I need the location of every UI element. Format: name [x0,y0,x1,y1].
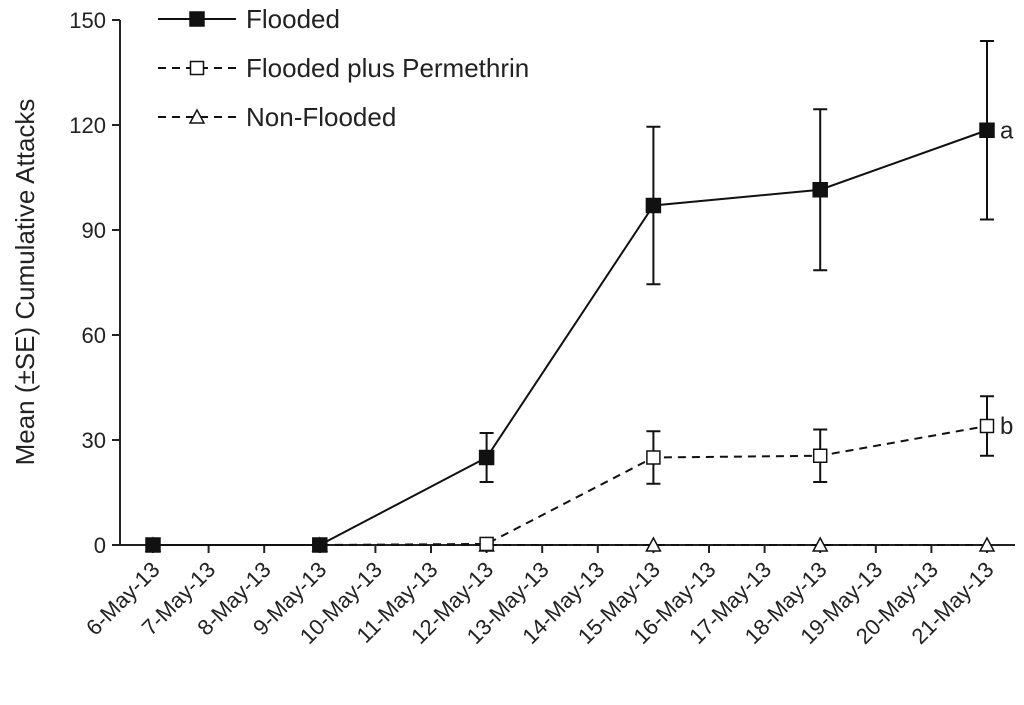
marker-square-filled [145,537,161,553]
annotations: ba [1000,117,1014,440]
y-tick-label: 60 [82,323,106,348]
marker-triangle-open [645,536,662,552]
marker-square-open [189,60,205,76]
significance-label: b [1000,413,1013,440]
error-bars [479,40,994,485]
significance-label: a [1000,117,1014,144]
series-line [153,129,988,546]
marker-square-filled [312,537,328,553]
marker-square-filled [979,122,995,138]
marker-square-open [479,536,494,552]
y-tick-label: 120 [69,113,106,138]
marker-square-open [979,418,995,434]
series-lines [153,129,988,546]
marker-square-filled [645,197,662,214]
y-tick-label: 30 [82,428,106,453]
marker-triangle-open [811,536,829,552]
legend-label: Non-Flooded [246,102,396,132]
y-axis-title: Mean (±SE) Cumulative Attacks [10,99,40,466]
marker-square-filled [812,182,828,198]
series-line [153,425,988,546]
marker-triangle-open [188,108,206,124]
y-tick-label: 0 [94,533,106,558]
marker-square-open [812,448,828,463]
y-tick-label: 150 [69,8,106,33]
marker-square-filled [189,11,205,27]
marker-square-open [646,450,661,465]
legend: Flooded Flooded plus Permethrin Non-Floode… [158,4,529,132]
axes: 03060901201506-May-137-May-138-May-139-M… [69,8,1015,649]
series-markers [144,122,996,553]
y-tick-label: 90 [82,218,106,243]
marker-triangle-open [978,536,996,552]
legend-label: Flooded [246,4,340,34]
legend-label: Flooded plus Permethrin [246,53,529,83]
marker-square-filled [478,449,495,466]
